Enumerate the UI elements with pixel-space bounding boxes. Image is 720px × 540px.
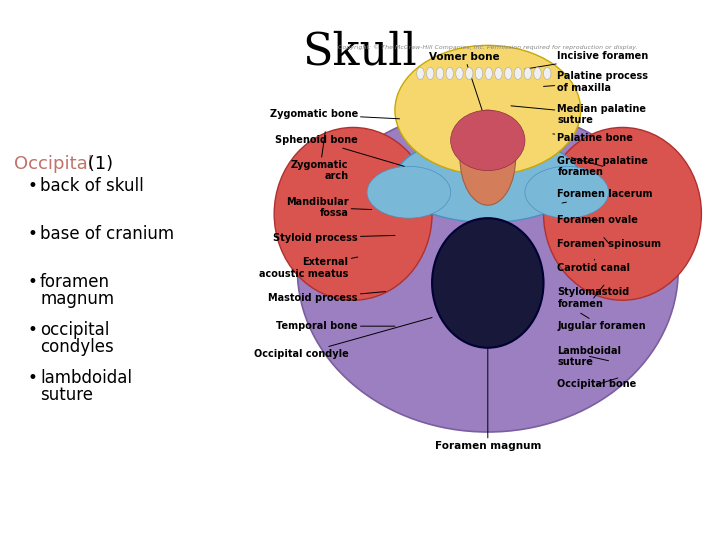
Text: Occipital: Occipital (14, 155, 93, 173)
Text: Incisive foramen: Incisive foramen (525, 51, 649, 69)
Text: Greater palatine
foramen: Greater palatine foramen (557, 156, 648, 177)
Text: Palatine bone: Palatine bone (553, 133, 634, 143)
Text: Mastoid process: Mastoid process (269, 292, 386, 303)
Text: External
acoustic meatus: External acoustic meatus (259, 257, 358, 279)
Ellipse shape (367, 166, 451, 218)
Ellipse shape (456, 68, 463, 79)
Ellipse shape (514, 68, 522, 79)
Text: lambdoidal: lambdoidal (40, 369, 132, 387)
Ellipse shape (297, 108, 678, 432)
Text: Occipital bone: Occipital bone (557, 378, 636, 389)
Text: •: • (28, 177, 38, 195)
Text: •: • (28, 273, 38, 291)
Text: Foramen magnum: Foramen magnum (435, 348, 541, 451)
Text: magnum: magnum (40, 290, 114, 308)
Ellipse shape (466, 68, 473, 79)
Ellipse shape (446, 68, 454, 79)
Ellipse shape (426, 68, 434, 79)
Ellipse shape (534, 68, 541, 79)
Text: Styloid process: Styloid process (273, 233, 395, 242)
Text: Vomer bone: Vomer bone (429, 52, 500, 127)
Text: suture: suture (40, 386, 93, 404)
Text: Carotid canal: Carotid canal (557, 259, 631, 273)
Ellipse shape (505, 68, 512, 79)
Ellipse shape (417, 68, 424, 79)
Text: (1): (1) (82, 155, 113, 173)
Text: base of cranium: base of cranium (40, 225, 174, 243)
Text: •: • (28, 369, 38, 387)
Text: Jugular foramen: Jugular foramen (557, 313, 646, 331)
Text: Foramen lacerum: Foramen lacerum (557, 190, 653, 203)
Text: Occipital condyle: Occipital condyle (253, 318, 432, 359)
Ellipse shape (544, 127, 701, 300)
Ellipse shape (525, 166, 608, 218)
Text: occipital: occipital (40, 321, 109, 339)
Ellipse shape (485, 68, 492, 79)
Ellipse shape (395, 136, 580, 222)
Ellipse shape (524, 68, 531, 79)
Ellipse shape (432, 218, 544, 348)
Ellipse shape (451, 110, 525, 171)
Ellipse shape (395, 45, 580, 175)
Text: Zygomatic
arch: Zygomatic arch (291, 132, 348, 181)
Text: Sphenoid bone: Sphenoid bone (275, 136, 404, 166)
Ellipse shape (544, 68, 551, 79)
Text: •: • (28, 225, 38, 243)
Text: Foramen ovale: Foramen ovale (557, 215, 639, 225)
Text: Stylomastoid
foramen: Stylomastoid foramen (557, 285, 630, 309)
Text: Copyright: © The McGraw-Hill Companies, Inc. Permission required for reproductio: Copyright: © The McGraw-Hill Companies, … (338, 44, 637, 50)
Ellipse shape (475, 68, 482, 79)
Text: foramen: foramen (40, 273, 110, 291)
Text: Skull: Skull (302, 30, 418, 73)
Text: back of skull: back of skull (40, 177, 144, 195)
Text: Foramen spinosum: Foramen spinosum (557, 238, 662, 249)
Text: •: • (28, 321, 38, 339)
Ellipse shape (460, 110, 516, 205)
Text: condyles: condyles (40, 338, 114, 356)
Ellipse shape (495, 68, 502, 79)
Text: Mandibular
fossa: Mandibular fossa (286, 197, 372, 218)
Ellipse shape (274, 127, 432, 300)
Text: Zygomatic bone: Zygomatic bone (269, 110, 400, 119)
Text: Palatine process
of maxilla: Palatine process of maxilla (544, 71, 649, 93)
Text: Median palatine
suture: Median palatine suture (511, 104, 647, 125)
Text: Temporal bone: Temporal bone (276, 321, 395, 331)
Ellipse shape (436, 68, 444, 79)
Text: Lambdoidal
suture: Lambdoidal suture (557, 346, 621, 367)
